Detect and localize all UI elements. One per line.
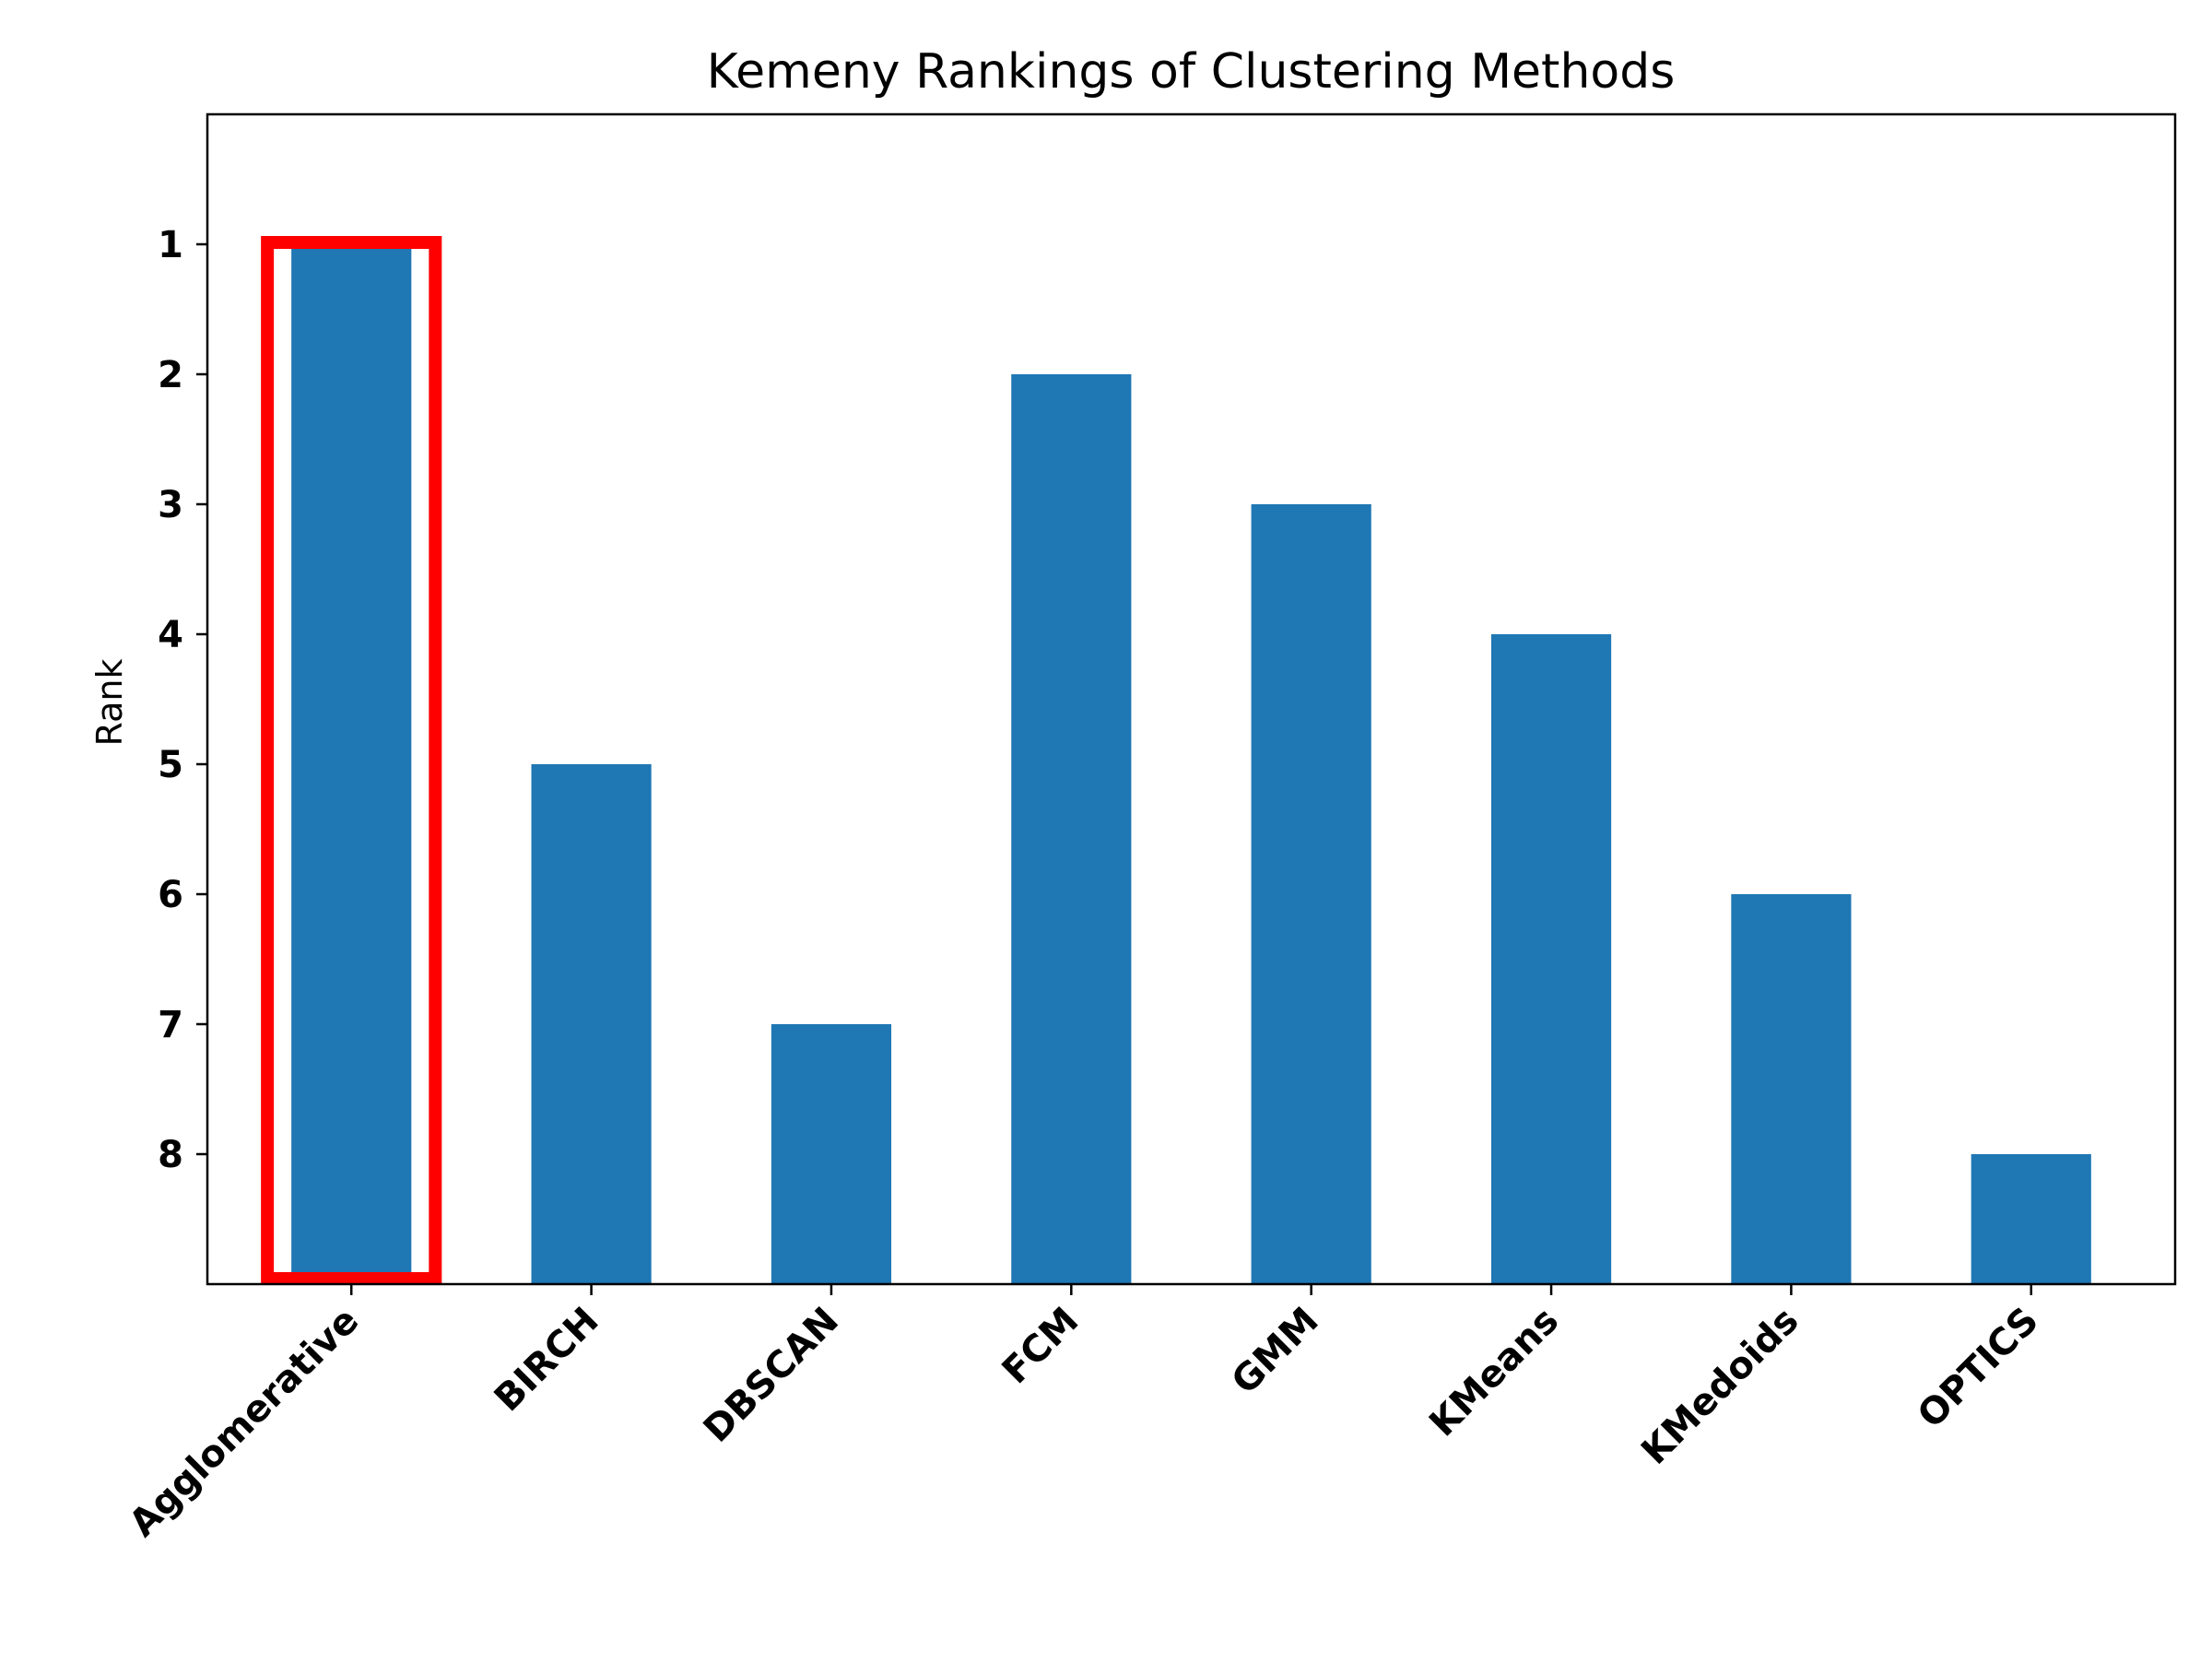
bar-kmeans xyxy=(1490,634,1612,1284)
highlight-box xyxy=(261,236,442,1285)
y-axis-label: Rank xyxy=(89,659,130,747)
y-tick-label: 6 xyxy=(158,874,183,916)
bar-fcm xyxy=(1011,374,1132,1284)
chart-title: Kemeny Rankings of Clustering Methods xyxy=(707,44,1676,100)
y-tick-label: 5 xyxy=(158,744,183,786)
bar-dbscan xyxy=(771,1024,892,1284)
y-tick-label: 4 xyxy=(158,614,183,656)
y-tick-label: 7 xyxy=(158,1004,183,1046)
axes-frame xyxy=(206,112,2177,1286)
bar-gmm xyxy=(1251,504,1371,1284)
bar-agglomerative xyxy=(291,244,412,1284)
y-tick-label: 3 xyxy=(158,484,183,526)
y-tick-label: 2 xyxy=(158,354,183,396)
y-tick-label: 8 xyxy=(158,1134,183,1176)
y-tick-label: 1 xyxy=(158,224,183,266)
bar-kmedoids xyxy=(1731,894,1852,1284)
bar-optics xyxy=(1971,1154,2091,1284)
bar-birch xyxy=(531,764,652,1284)
